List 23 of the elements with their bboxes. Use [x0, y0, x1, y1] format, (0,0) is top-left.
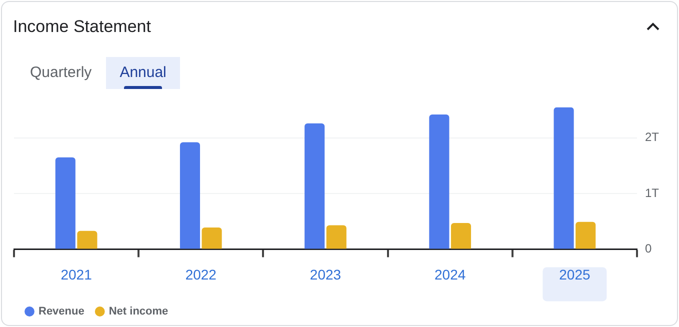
bar	[450, 223, 472, 249]
x-tick-label: 2023	[310, 266, 342, 282]
y-tick-label: 2T	[644, 130, 660, 144]
x-tick-label: 2022	[185, 266, 217, 282]
x-tick-label: 2024	[434, 266, 466, 282]
bar	[77, 230, 98, 249]
legend-label: Net income	[108, 306, 168, 318]
x-tick-label: 2025	[559, 266, 590, 282]
bar	[326, 225, 346, 249]
legend-label: Revenue	[38, 306, 84, 318]
chart-title: Income Statement	[13, 17, 151, 37]
y-tick-label: 0	[644, 242, 652, 256]
text: Quarterly	[29, 63, 93, 83]
text: Annual	[106, 57, 180, 89]
bar	[576, 222, 596, 249]
bar	[202, 227, 222, 249]
bar	[554, 107, 574, 249]
bar	[55, 157, 76, 249]
bar	[304, 123, 325, 249]
x-tick-label: 2021	[60, 266, 92, 282]
bar	[429, 114, 450, 249]
bar	[180, 142, 200, 249]
y-tick-label: 1T	[644, 186, 660, 200]
